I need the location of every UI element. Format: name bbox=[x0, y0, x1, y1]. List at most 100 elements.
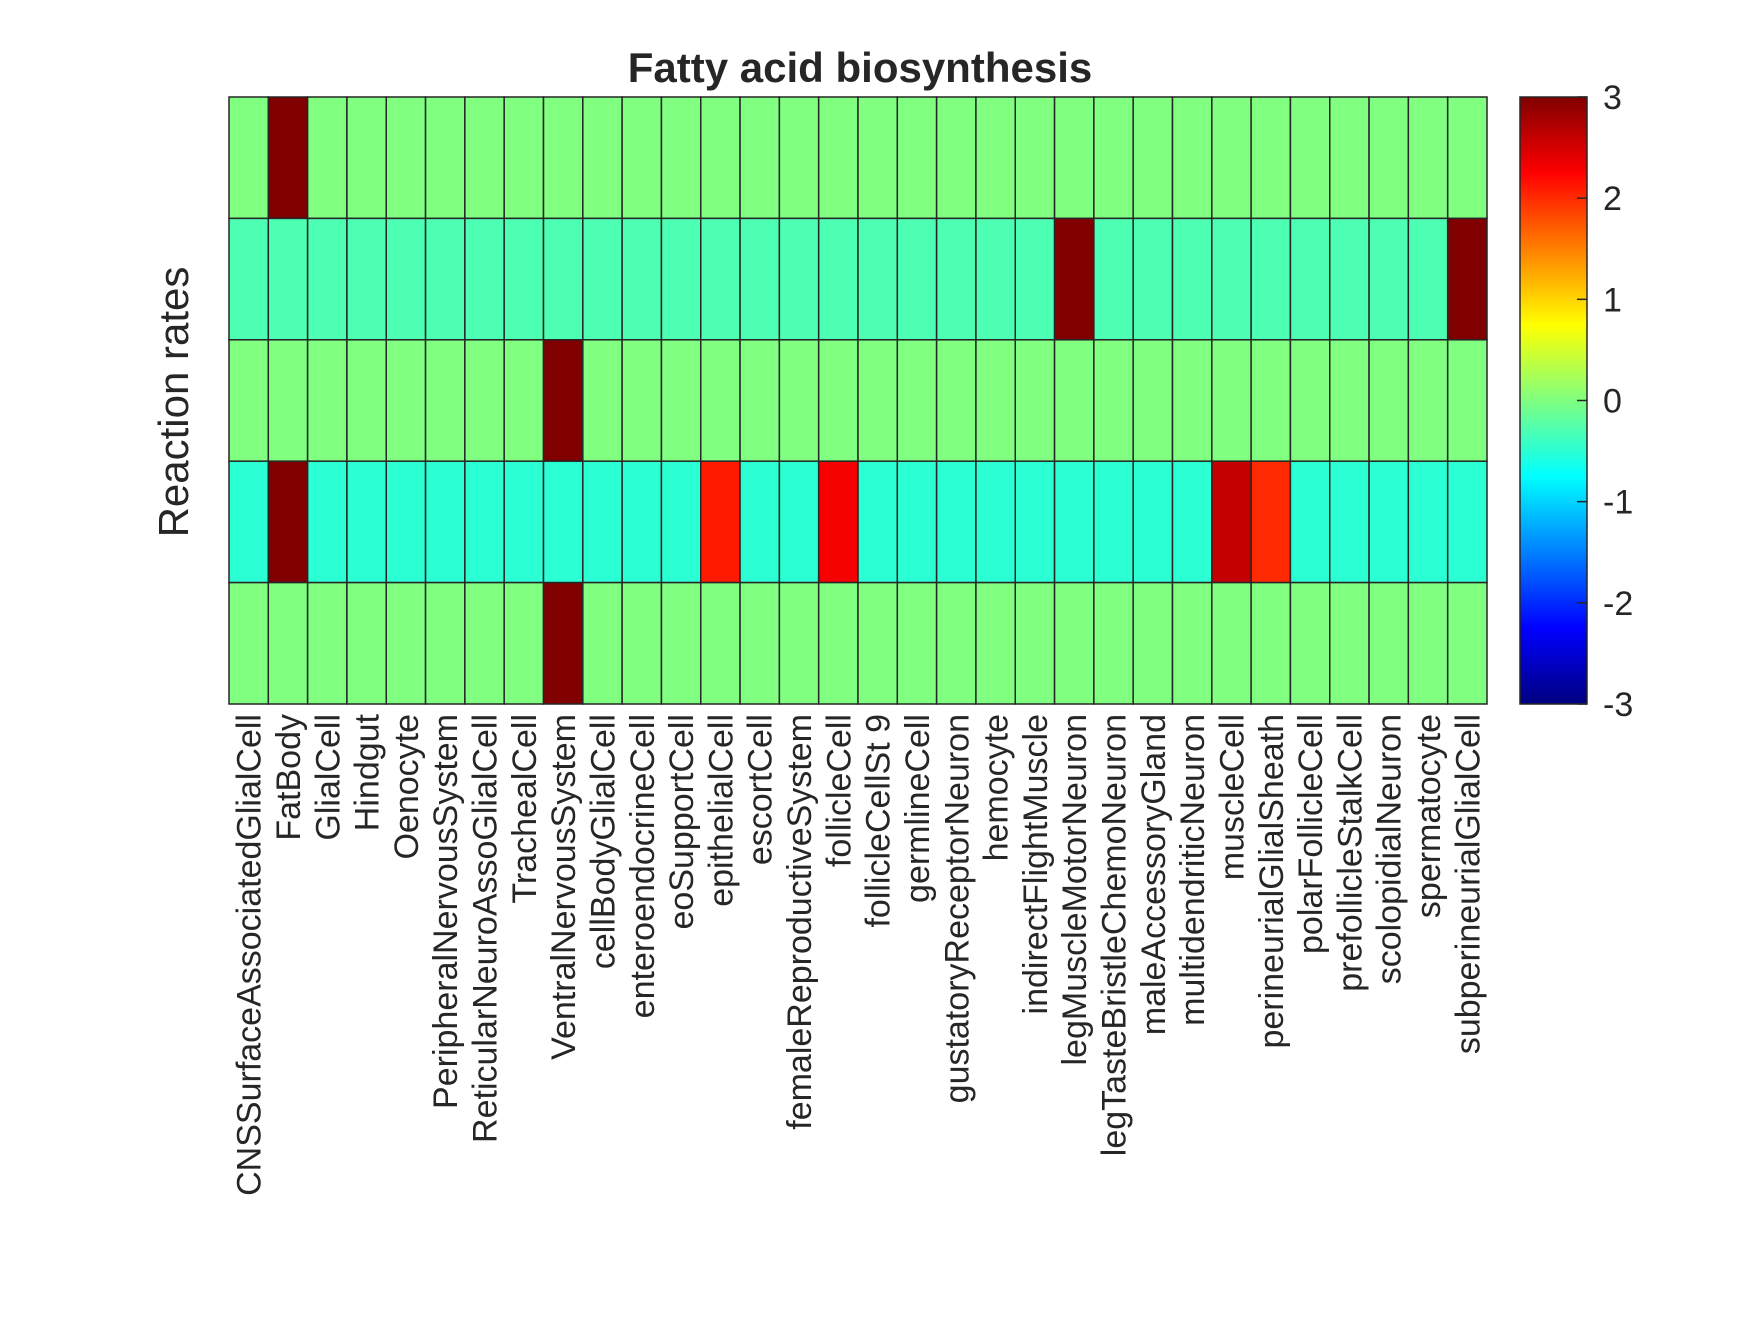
heatmap-cell bbox=[267, 217, 309, 341]
x-tick-label: polarFollicleCell bbox=[1292, 714, 1330, 954]
colorbar-tick-label: 3 bbox=[1603, 79, 1622, 117]
heatmap-cell bbox=[1014, 460, 1056, 584]
heatmap-cell bbox=[1407, 339, 1449, 462]
heatmap-cell bbox=[1211, 217, 1252, 341]
heatmap-cell bbox=[542, 96, 584, 220]
heatmap-cells bbox=[228, 96, 1488, 705]
heatmap-cell bbox=[267, 339, 309, 462]
heatmap-cell bbox=[1289, 96, 1331, 220]
heatmap-cell bbox=[424, 460, 466, 584]
heatmap-cell bbox=[1329, 460, 1370, 584]
heatmap-cell bbox=[1211, 96, 1252, 220]
heatmap-cell bbox=[621, 460, 663, 584]
heatmap-cell bbox=[1329, 339, 1370, 462]
heatmap-cell bbox=[582, 581, 623, 705]
heatmap-cell bbox=[817, 460, 859, 584]
colorbar-tick-label: 2 bbox=[1603, 180, 1622, 218]
heatmap-cell bbox=[346, 339, 387, 462]
heatmap-cell bbox=[700, 460, 741, 584]
x-tick-label: subperineurialGlialCell bbox=[1449, 714, 1487, 1054]
heatmap-cell bbox=[464, 96, 505, 220]
heatmap-cell bbox=[1289, 460, 1331, 584]
heatmap-cell bbox=[778, 460, 820, 584]
heatmap-cell bbox=[503, 339, 545, 462]
heatmap-cell bbox=[424, 581, 466, 705]
heatmap-cell bbox=[1093, 339, 1134, 462]
heatmap-cell bbox=[739, 460, 781, 584]
heatmap-cell bbox=[228, 460, 270, 584]
heatmap-cell bbox=[817, 96, 859, 220]
heatmap-cell bbox=[582, 460, 623, 584]
heatmap-cell bbox=[228, 581, 270, 705]
heatmap-cell bbox=[975, 96, 1016, 220]
heatmap-cell bbox=[1407, 217, 1449, 341]
heatmap-cell bbox=[542, 217, 584, 341]
heatmap-cell bbox=[621, 339, 663, 462]
heatmap-cell bbox=[817, 339, 859, 462]
heatmap-cell bbox=[1211, 581, 1252, 705]
heatmap-cell bbox=[542, 339, 584, 462]
heatmap-cell bbox=[1093, 460, 1134, 584]
x-tick-label: TrachealCell bbox=[506, 714, 544, 904]
heatmap-cell bbox=[1093, 96, 1134, 220]
heatmap-cell bbox=[1132, 217, 1174, 341]
heatmap-cell bbox=[424, 339, 466, 462]
heatmap-cell bbox=[896, 460, 938, 584]
heatmap-cell bbox=[1407, 581, 1449, 705]
heatmap-cell bbox=[385, 581, 427, 705]
heatmap-cell bbox=[464, 581, 505, 705]
heatmap-cell bbox=[700, 96, 741, 220]
heatmap-cell bbox=[1250, 96, 1292, 220]
heatmap-cell bbox=[1171, 581, 1213, 705]
heatmap-cell bbox=[1014, 339, 1056, 462]
x-tick-label: germlineCell bbox=[899, 714, 937, 903]
heatmap-cell bbox=[896, 339, 938, 462]
heatmap-cell bbox=[267, 96, 309, 220]
x-tick-label: cellBodyGlialCell bbox=[584, 714, 622, 969]
heatmap-cell bbox=[1368, 460, 1410, 584]
heatmap-cell bbox=[1250, 217, 1292, 341]
heatmap-cell bbox=[857, 581, 899, 705]
heatmap-cell bbox=[503, 460, 545, 584]
colorbar-tick-label: -1 bbox=[1603, 484, 1633, 522]
heatmap-cell bbox=[1368, 339, 1410, 462]
heatmap-cell bbox=[503, 581, 545, 705]
heatmap-cell bbox=[975, 460, 1016, 584]
heatmap-cell bbox=[700, 339, 741, 462]
heatmap-cell bbox=[228, 96, 270, 220]
heatmap-cell bbox=[582, 96, 623, 220]
heatmap-cell bbox=[346, 460, 387, 584]
x-tick-label: FatBody bbox=[270, 714, 308, 841]
heatmap-cell bbox=[542, 581, 584, 705]
heatmap-cell bbox=[817, 217, 859, 341]
heatmap-cell bbox=[700, 217, 741, 341]
x-tick-label: GlialCell bbox=[309, 714, 347, 841]
heatmap-cell bbox=[1289, 217, 1331, 341]
heatmap-cell bbox=[975, 217, 1016, 341]
x-tick-label: Oenocyte bbox=[388, 714, 426, 860]
heatmap-cell bbox=[975, 339, 1016, 462]
heatmap-cell bbox=[346, 581, 387, 705]
heatmap-cell bbox=[660, 339, 702, 462]
heatmap-cell bbox=[542, 460, 584, 584]
heatmap-cell bbox=[660, 460, 702, 584]
heatmap-cell bbox=[1171, 217, 1213, 341]
colorbar-tick-label: -3 bbox=[1603, 686, 1633, 724]
colorbar-tick-label: -2 bbox=[1603, 585, 1633, 623]
colorbar-ticks: 3 2 1 0 -1 -2 -3 bbox=[1577, 79, 1633, 724]
heatmap-cell bbox=[1053, 460, 1095, 584]
x-tick-label: eoSupportCell bbox=[663, 714, 701, 929]
heatmap-cell bbox=[385, 217, 427, 341]
heatmap-cell bbox=[621, 581, 663, 705]
heatmap-cell bbox=[1053, 581, 1095, 705]
heatmap-cell bbox=[1407, 96, 1449, 220]
heatmap-cell bbox=[503, 217, 545, 341]
heatmap-cell bbox=[1014, 96, 1056, 220]
heatmap-cell bbox=[700, 581, 741, 705]
x-tick-label: follicleCellSt 9 bbox=[860, 714, 898, 928]
heatmap-cell bbox=[1053, 96, 1095, 220]
heatmap-cell bbox=[228, 339, 270, 462]
heatmap-cell bbox=[935, 460, 977, 584]
